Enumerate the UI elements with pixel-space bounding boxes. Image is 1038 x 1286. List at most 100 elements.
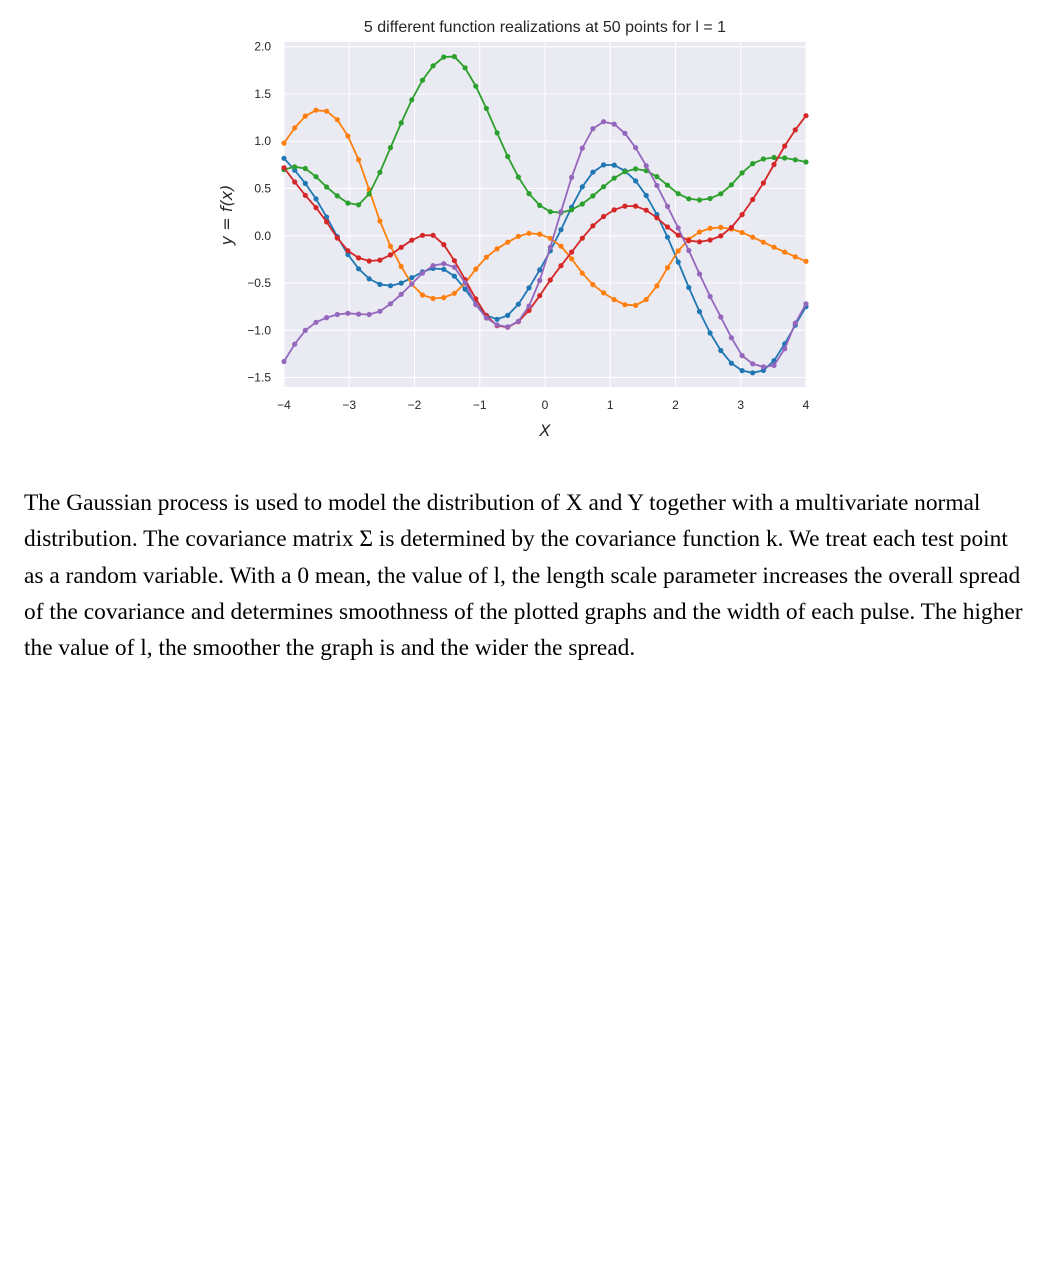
data-point: [771, 362, 777, 368]
data-point: [430, 232, 436, 238]
data-point: [302, 180, 308, 186]
data-point: [579, 235, 585, 241]
data-point: [601, 119, 607, 125]
data-point: [739, 353, 745, 359]
x-axis-label: X: [539, 421, 552, 440]
data-point: [664, 224, 671, 230]
series-3: [281, 54, 809, 216]
y-axis-label: y = f(x): [217, 185, 236, 247]
data-point: [803, 301, 809, 307]
data-point: [622, 302, 628, 308]
data-point: [579, 145, 585, 151]
data-point: [473, 302, 479, 308]
data-point: [526, 303, 532, 309]
data-point: [611, 297, 617, 303]
data-point: [696, 197, 703, 203]
data-point: [771, 154, 777, 161]
data-point: [505, 239, 511, 245]
data-point: [281, 358, 287, 365]
data-point: [803, 159, 809, 165]
data-point: [377, 308, 383, 314]
data-point: [611, 175, 617, 181]
x-tick-label: 0: [542, 398, 549, 412]
data-point: [728, 182, 735, 188]
x-tick-label: −2: [408, 398, 422, 412]
data-point: [430, 295, 436, 302]
data-point: [569, 249, 575, 255]
data-point: [483, 315, 489, 321]
data-point: [782, 249, 788, 255]
data-point: [494, 316, 500, 322]
data-point: [707, 195, 713, 202]
data-point: [292, 179, 298, 185]
data-point: [409, 237, 415, 243]
data-point: [334, 311, 340, 318]
data-point: [409, 97, 415, 103]
y-tick-label: 1.5: [254, 87, 271, 101]
data-point: [387, 243, 394, 249]
data-point: [494, 246, 500, 252]
data-point: [505, 312, 511, 318]
data-point: [569, 256, 575, 262]
y-tick-label: −1.0: [247, 323, 271, 337]
data-point: [728, 335, 735, 341]
data-point: [803, 258, 809, 264]
data-point: [302, 192, 308, 198]
data-point: [707, 237, 713, 243]
data-point: [356, 311, 362, 317]
data-point: [718, 347, 724, 354]
data-point: [633, 178, 639, 184]
data-point: [579, 270, 585, 276]
data-point: [750, 234, 756, 240]
data-point: [494, 130, 500, 136]
data-point: [302, 165, 308, 172]
data-point: [515, 301, 522, 307]
data-point: [728, 224, 735, 231]
data-point: [718, 233, 724, 239]
data-point: [345, 200, 351, 206]
y-tick-label: 0.0: [254, 229, 271, 243]
data-point: [558, 227, 564, 233]
data-point: [590, 282, 596, 288]
data-point: [696, 239, 703, 245]
data-point: [675, 259, 681, 265]
data-point: [590, 193, 596, 199]
data-point: [398, 280, 404, 286]
data-point: [718, 191, 724, 197]
data-point: [483, 105, 489, 112]
data-point: [601, 184, 607, 190]
data-point: [441, 54, 447, 60]
data-point: [366, 258, 372, 264]
data-point: [302, 327, 308, 333]
data-point: [324, 219, 330, 225]
data-point: [526, 191, 532, 197]
data-point: [633, 145, 639, 151]
data-point: [451, 264, 457, 270]
data-point: [537, 293, 543, 299]
data-point: [654, 174, 660, 180]
data-point: [601, 213, 607, 220]
data-point: [366, 191, 372, 197]
data-point: [696, 309, 703, 315]
data-point: [356, 157, 362, 163]
data-point: [696, 229, 703, 235]
data-point: [505, 153, 511, 160]
data-point: [483, 254, 489, 260]
data-point: [622, 130, 628, 136]
data-point: [387, 252, 394, 258]
data-point: [782, 155, 788, 161]
data-point: [707, 225, 713, 231]
data-point: [760, 239, 767, 245]
data-point: [515, 233, 522, 239]
data-point: [633, 166, 639, 172]
data-point: [324, 214, 330, 220]
chart-title: 5 different function realizations at 50 …: [364, 19, 726, 36]
data-point: [558, 209, 564, 215]
data-point: [547, 235, 553, 241]
data-point: [686, 284, 692, 291]
data-point: [782, 143, 788, 149]
data-point: [377, 281, 383, 287]
data-point: [537, 202, 543, 208]
data-point: [611, 121, 617, 127]
data-point: [750, 370, 756, 376]
